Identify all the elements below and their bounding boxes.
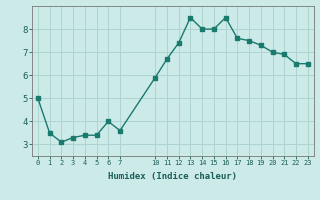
X-axis label: Humidex (Indice chaleur): Humidex (Indice chaleur) [108,172,237,181]
